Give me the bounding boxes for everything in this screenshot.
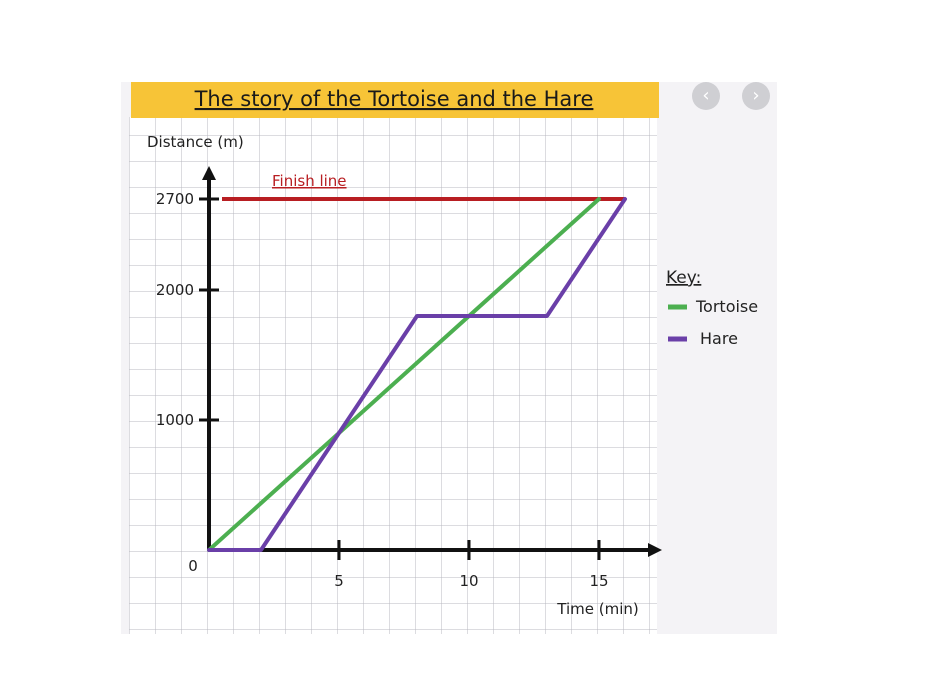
series-line-tortoise: [207, 197, 601, 552]
finish-line-label: Finish line: [272, 172, 347, 190]
x-axis-label: Time (min): [556, 600, 638, 618]
legend-label-hare: Hare: [700, 329, 738, 348]
ticks: 5 10 15 0 1000 2000 2700: [156, 190, 609, 590]
x-axis-arrow: [648, 543, 662, 557]
axes: [202, 166, 662, 557]
title-banner: [131, 82, 659, 118]
x-tick-label: 10: [459, 572, 478, 590]
x-tick-label: 5: [334, 572, 344, 590]
y-tick-label: 2700: [156, 190, 194, 208]
next-button[interactable]: ›: [742, 82, 770, 110]
finish-line-group: Finish line: [222, 172, 625, 201]
y-tick-label: 2000: [156, 281, 194, 299]
series-line-hare: [207, 197, 627, 552]
y-tick-label: 1000: [156, 411, 194, 429]
grid-area: [129, 117, 657, 634]
legend-title: Key:: [666, 268, 701, 288]
y-axis-label: Distance (m): [147, 133, 244, 151]
chart-title: The story of the Tortoise and the Hare: [194, 87, 594, 111]
previous-button[interactable]: ‹: [692, 82, 720, 110]
series-lines: [207, 197, 627, 552]
legend: Key: Tortoise Hare: [666, 268, 758, 348]
x-tick-label: 15: [589, 572, 608, 590]
y-axis-arrow: [202, 166, 216, 180]
y-tick-label: 0: [188, 557, 198, 575]
legend-label-tortoise: Tortoise: [695, 297, 758, 316]
